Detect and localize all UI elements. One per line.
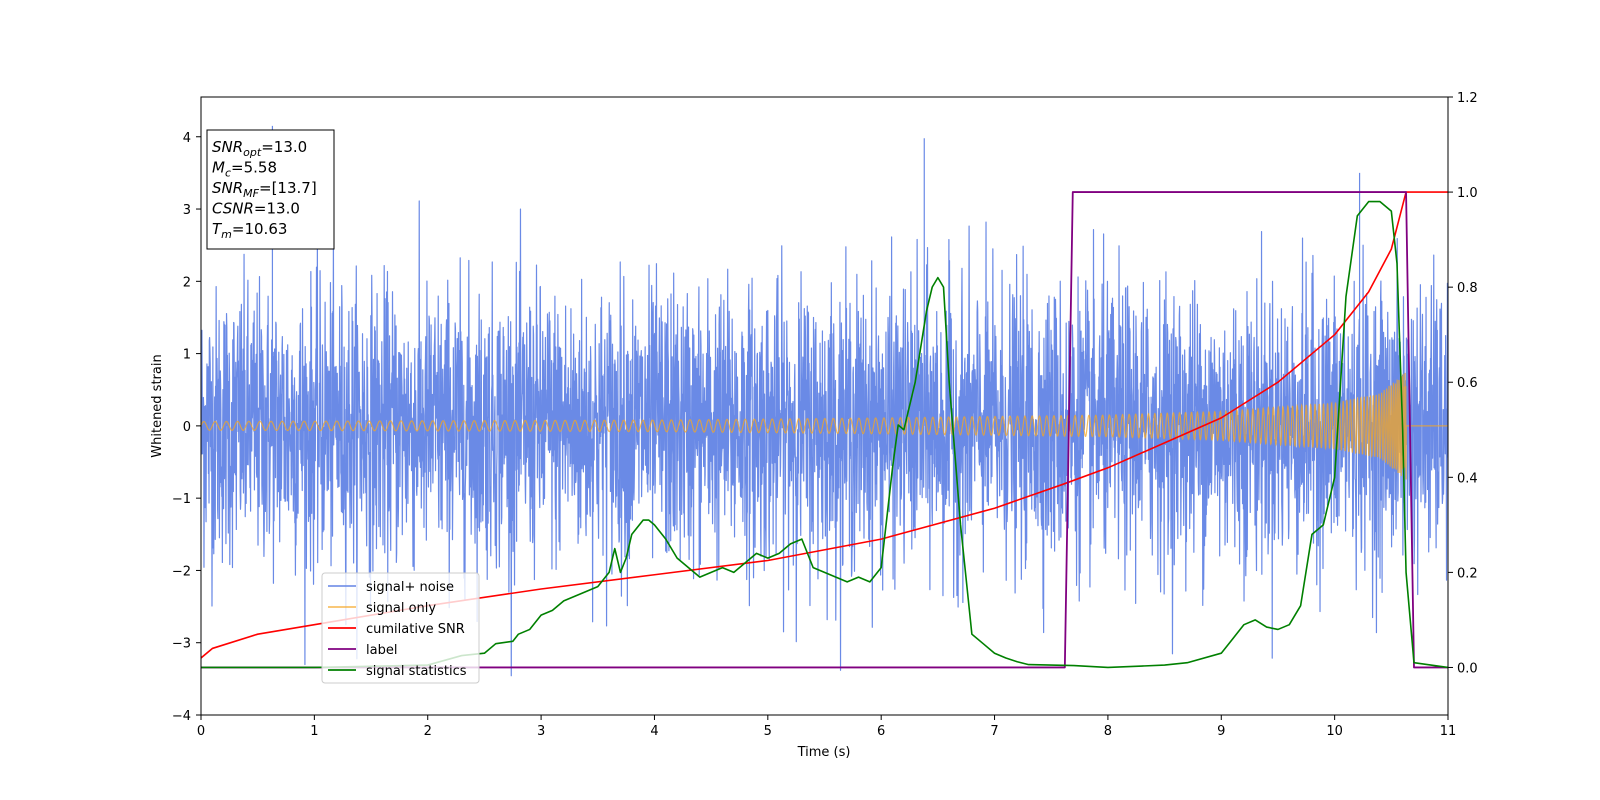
x-tick-label: 11 [1440,724,1457,739]
x-tick-label: 5 [764,724,772,739]
y-axis-label: Whitened strain [150,354,165,457]
series-signal-noise [201,125,1448,677]
legend: signal+ noise signal only cumilative SNR la… [321,572,480,684]
x-tick-label: 8 [1104,724,1112,739]
signal-noise-line [201,125,1448,677]
info-box-frame [206,129,335,250]
series-cumulative-snr [201,191,1448,659]
series-label [201,191,1448,669]
x-tick-label: 3 [537,724,545,739]
y-tick-label: 3 [183,203,191,218]
y-tick-label: 0 [183,420,191,435]
legend-entry-label: signal statistics [366,664,467,679]
legend-entry-label: cumilative SNR [366,622,465,637]
y2-tick-label: 0.6 [1457,376,1478,391]
x-tick-label: 7 [990,724,998,739]
info-box-line: SNRopt=13.0 [212,138,307,159]
label-line [201,191,1448,669]
x-axis-label: Time (s) [797,745,851,760]
y-tick-label: 4 [183,131,191,146]
y-axis-right: 0.0 0.2 0.4 0.6 0.8 1.0 1.2 [1448,91,1478,676]
info-box-line: CSNR=13.0 [212,200,300,218]
y-tick-label: 2 [183,275,191,290]
plot-area-frame [200,96,1449,716]
y-tick-label: −1 [172,492,191,507]
legend-entry-label: signal only [366,601,436,616]
x-tick-label: 4 [650,724,658,739]
series-signal-only [201,372,1448,480]
info-box-line: SNRMF=[13.7] [212,179,317,200]
y2-tick-label: 0.0 [1457,661,1478,676]
y2-tick-label: 0.8 [1457,281,1478,296]
signal-only-line [201,372,1448,480]
x-tick-label: 1 [310,724,318,739]
x-tick-label: 6 [877,724,885,739]
x-tick-label: 0 [197,724,205,739]
legend-entry-label: label [366,643,397,658]
y-tick-label: −2 [172,564,191,579]
cumulative-snr-line [201,191,1448,659]
info-box-line: Tm=10.63 [212,220,287,241]
y-tick-label: −3 [172,637,191,652]
y-tick-label: −4 [172,709,191,724]
series-signal-statistics [201,200,1448,669]
legend-frame [321,572,480,684]
y-axis-left: −4 −3 −2 −1 0 1 2 3 4 [172,131,201,724]
signal-statistics-line [201,200,1448,669]
x-tick-label: 2 [424,724,432,739]
y2-tick-label: 0.4 [1457,471,1478,486]
y-tick-label: 1 [183,348,191,363]
x-tick-label: 9 [1217,724,1225,739]
y2-tick-label: 1.2 [1457,91,1478,106]
x-tick-label: 10 [1326,724,1343,739]
x-axis: 0 1 2 3 4 5 6 7 8 9 10 11 [197,715,1456,739]
info-box-line: Mc=5.58 [212,159,277,180]
y2-tick-label: 0.2 [1457,566,1478,581]
legend-entry-label: signal+ noise [366,580,454,595]
y2-tick-label: 1.0 [1457,186,1478,201]
